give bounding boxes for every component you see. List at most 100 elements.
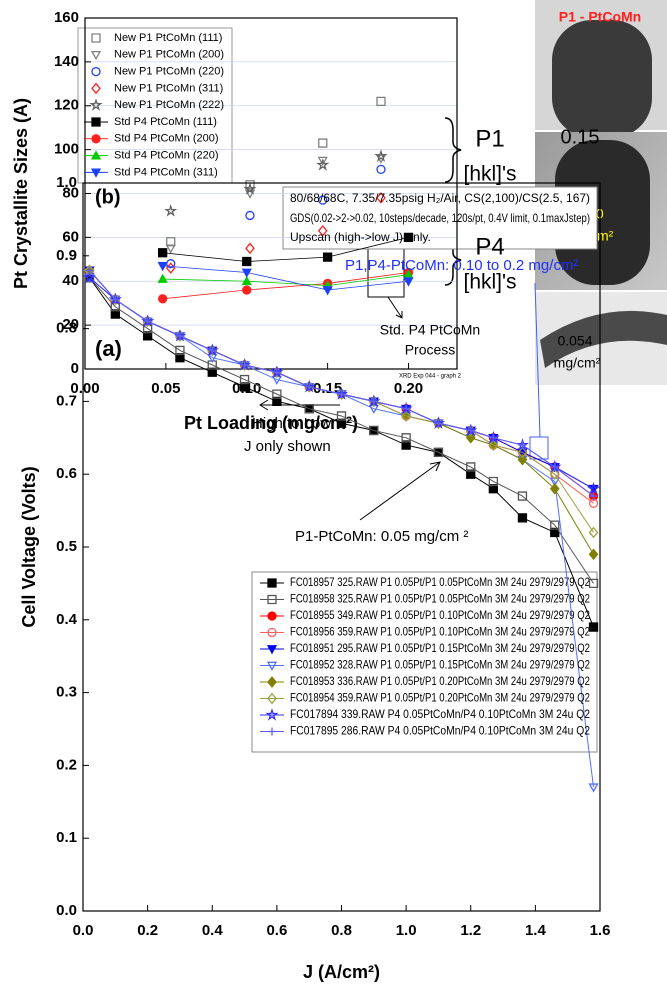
legend-marker [91,134,101,144]
marker [549,468,560,481]
marker [337,390,346,399]
marker [401,433,411,443]
marker [305,382,314,391]
x-tick-label: 0.0 [73,922,94,939]
marker [488,484,499,494]
y-tick-label: 80 [62,184,79,201]
x-tick-label: 0.00 [70,380,99,397]
legend-label: FC018954 359.RAW P1 0.05Pt/P1 0.20PtCoMn… [290,691,590,705]
y-axis-label: Cell Voltage (Volts) [19,466,39,627]
marker [157,262,168,272]
y-tick-label: 0.3 [56,684,77,701]
y-tick-label: 140 [54,53,79,70]
marker [588,578,599,589]
marker [242,285,252,295]
marker [403,277,414,287]
marker [588,622,599,632]
x-tick-label: 1.2 [460,922,481,939]
legend-marker [266,645,278,655]
legend-label: Std P4 PtCoMn (200) [114,133,219,145]
x-tick-label: 0.05 [151,380,180,397]
y-tick-label: 0.0 [56,902,77,919]
x-tick-label: 0.4 [202,922,224,939]
x-tick-label: 1.4 [525,922,547,939]
marker [374,149,388,162]
y-tick-label: 0.9 [56,247,77,264]
marker [589,492,598,501]
bracket [444,117,462,183]
marker [369,425,379,436]
marker [322,252,333,262]
legend-marker [91,82,101,95]
x-tick-label: 0.6 [266,922,287,939]
y-tick-label: 0.2 [56,756,77,773]
annotation: Upscan (high->low J) only. [290,230,431,244]
marker [403,232,414,243]
marker [336,418,347,428]
annotation: GDS(0.02->2->0.02, 10steps/decade, 120s/… [290,211,590,225]
marker [401,410,411,422]
series-line [162,236,409,262]
marker [549,482,560,495]
annotation: P4 [475,233,504,260]
marker [586,481,601,495]
marker [157,248,168,258]
x-tick-label: 0.2 [137,922,158,939]
legend-marker [90,168,102,178]
marker [517,446,528,459]
marker [207,367,217,377]
y-tick-label: 0.7 [56,392,77,409]
legend-marker [267,627,277,638]
legend-label: Std P4 PtCoMn (220) [114,150,219,162]
legend-marker [267,594,277,605]
series-line [162,272,409,300]
micrograph-label: 0.054 [557,333,592,349]
y-tick-label: 120 [54,97,79,114]
annotation: P1-PtCoMn: 0.05 mg/cm ² [295,528,468,545]
legend-label: FC018956 359.RAW P1 0.05Pt/P1 0.10PtCoMn… [290,625,590,639]
x-tick-label: 0.8 [331,922,352,939]
marker [165,244,176,254]
marker [336,411,347,421]
y-tick-label: 60 [62,228,79,245]
legend-label: FC018955 349.RAW P1 0.05Pt/P1 0.10PtCoMn… [290,608,590,622]
x-axis-label: Pt Loading (mg/cm²) [184,413,358,433]
marker [239,382,250,392]
marker [517,453,528,466]
legend-marker [267,676,277,688]
legend-label: Std P4 PtCoMn (311) [114,166,218,178]
y-tick-label: 0.6 [56,465,77,482]
legend-marker [267,578,277,588]
marker [272,389,282,399]
marker [517,491,528,501]
legend-label: FC017894 339.RAW P4 0.05PtCoMn/P4 0.10Pt… [290,707,590,721]
annotation: P1,P4-PtCoMn: 0.10 to 0.2 mg/cm² [345,257,578,274]
marker [402,404,411,413]
marker [376,96,386,107]
annotation: Process [405,342,456,358]
annotation: [hkl]'s [463,271,516,294]
marker [433,447,444,458]
marker [142,331,153,341]
marker [175,353,185,363]
legend-label: FC018952 328.RAW P1 0.05Pt/P1 0.15PtCoMn… [290,658,590,672]
marker [143,317,152,326]
marker [240,361,249,369]
arrow [359,461,441,521]
marker [208,346,217,355]
series-line [162,265,409,291]
marker [85,266,94,275]
legend-marker [91,66,101,77]
plot-frame [82,182,601,912]
legend-marker [89,98,103,111]
marker [175,345,185,356]
y-tick-label: 0.1 [56,829,77,846]
annotation: (b) [95,186,121,208]
y-tick-label: 1.0 [56,174,77,191]
marker [488,439,499,451]
marker [157,294,168,304]
info-box [282,186,598,250]
marker [241,275,252,286]
rod-1 [552,20,652,138]
marker [466,426,475,435]
